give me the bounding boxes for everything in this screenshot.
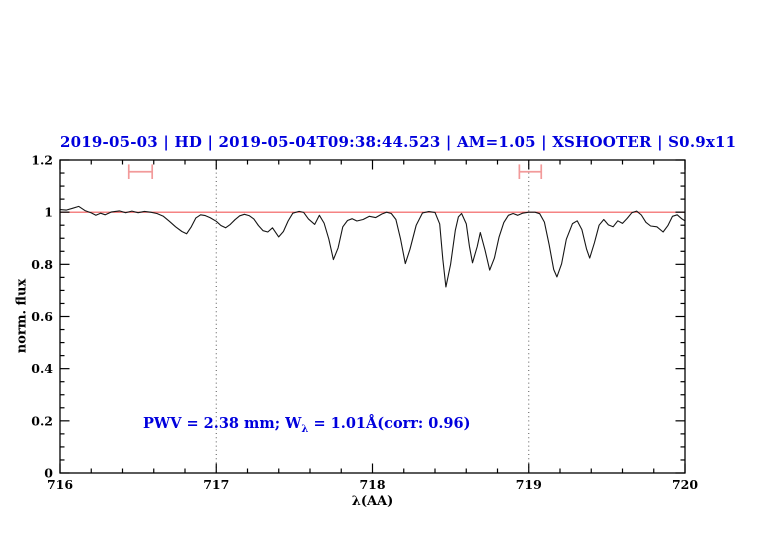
range-marker bbox=[127, 164, 154, 179]
y-tick-label: 0.8 bbox=[31, 257, 53, 272]
y-tick-label: 0 bbox=[44, 466, 53, 481]
y-tick-label: 0.2 bbox=[31, 413, 53, 428]
y-tick-label: 1 bbox=[44, 205, 53, 220]
y-tick-label: 0.4 bbox=[31, 361, 53, 376]
axis-ticks bbox=[59, 159, 686, 474]
axis-box bbox=[59, 159, 686, 474]
pwv-annotation: PWV = 2.38 mm; Wλ = 1.01Å(corr: 0.96) bbox=[143, 415, 470, 435]
x-tick-label: 717 bbox=[203, 477, 229, 492]
x-tick-label: 716 bbox=[47, 477, 73, 492]
y-tick-label: 1.2 bbox=[31, 153, 53, 168]
range-marker bbox=[518, 164, 543, 179]
spectrum-line bbox=[59, 205, 686, 288]
reference-vlines bbox=[215, 160, 530, 473]
x-tick-label: 720 bbox=[672, 477, 698, 492]
plot-title: 2019-05-03 | HD | 2019-05-04T09:38:44.52… bbox=[60, 133, 737, 151]
x-tick-label: 718 bbox=[359, 477, 385, 492]
pwv-annotation-subscript: λ bbox=[301, 423, 309, 435]
x-axis-label: λ(AA) bbox=[351, 494, 394, 509]
pwv-annotation-prefix: PWV = 2.38 mm; W bbox=[143, 415, 302, 432]
x-tick-labels: 716 717 718 719 720 bbox=[47, 477, 698, 492]
y-tick-label: 0.6 bbox=[31, 309, 53, 324]
y-tick-labels: 0 0.2 0.4 0.6 0.8 1 1.2 bbox=[31, 153, 53, 481]
x-tick-label: 719 bbox=[516, 477, 542, 492]
pwv-annotation-suffix: = 1.01Å(corr: 0.96) bbox=[308, 415, 471, 432]
